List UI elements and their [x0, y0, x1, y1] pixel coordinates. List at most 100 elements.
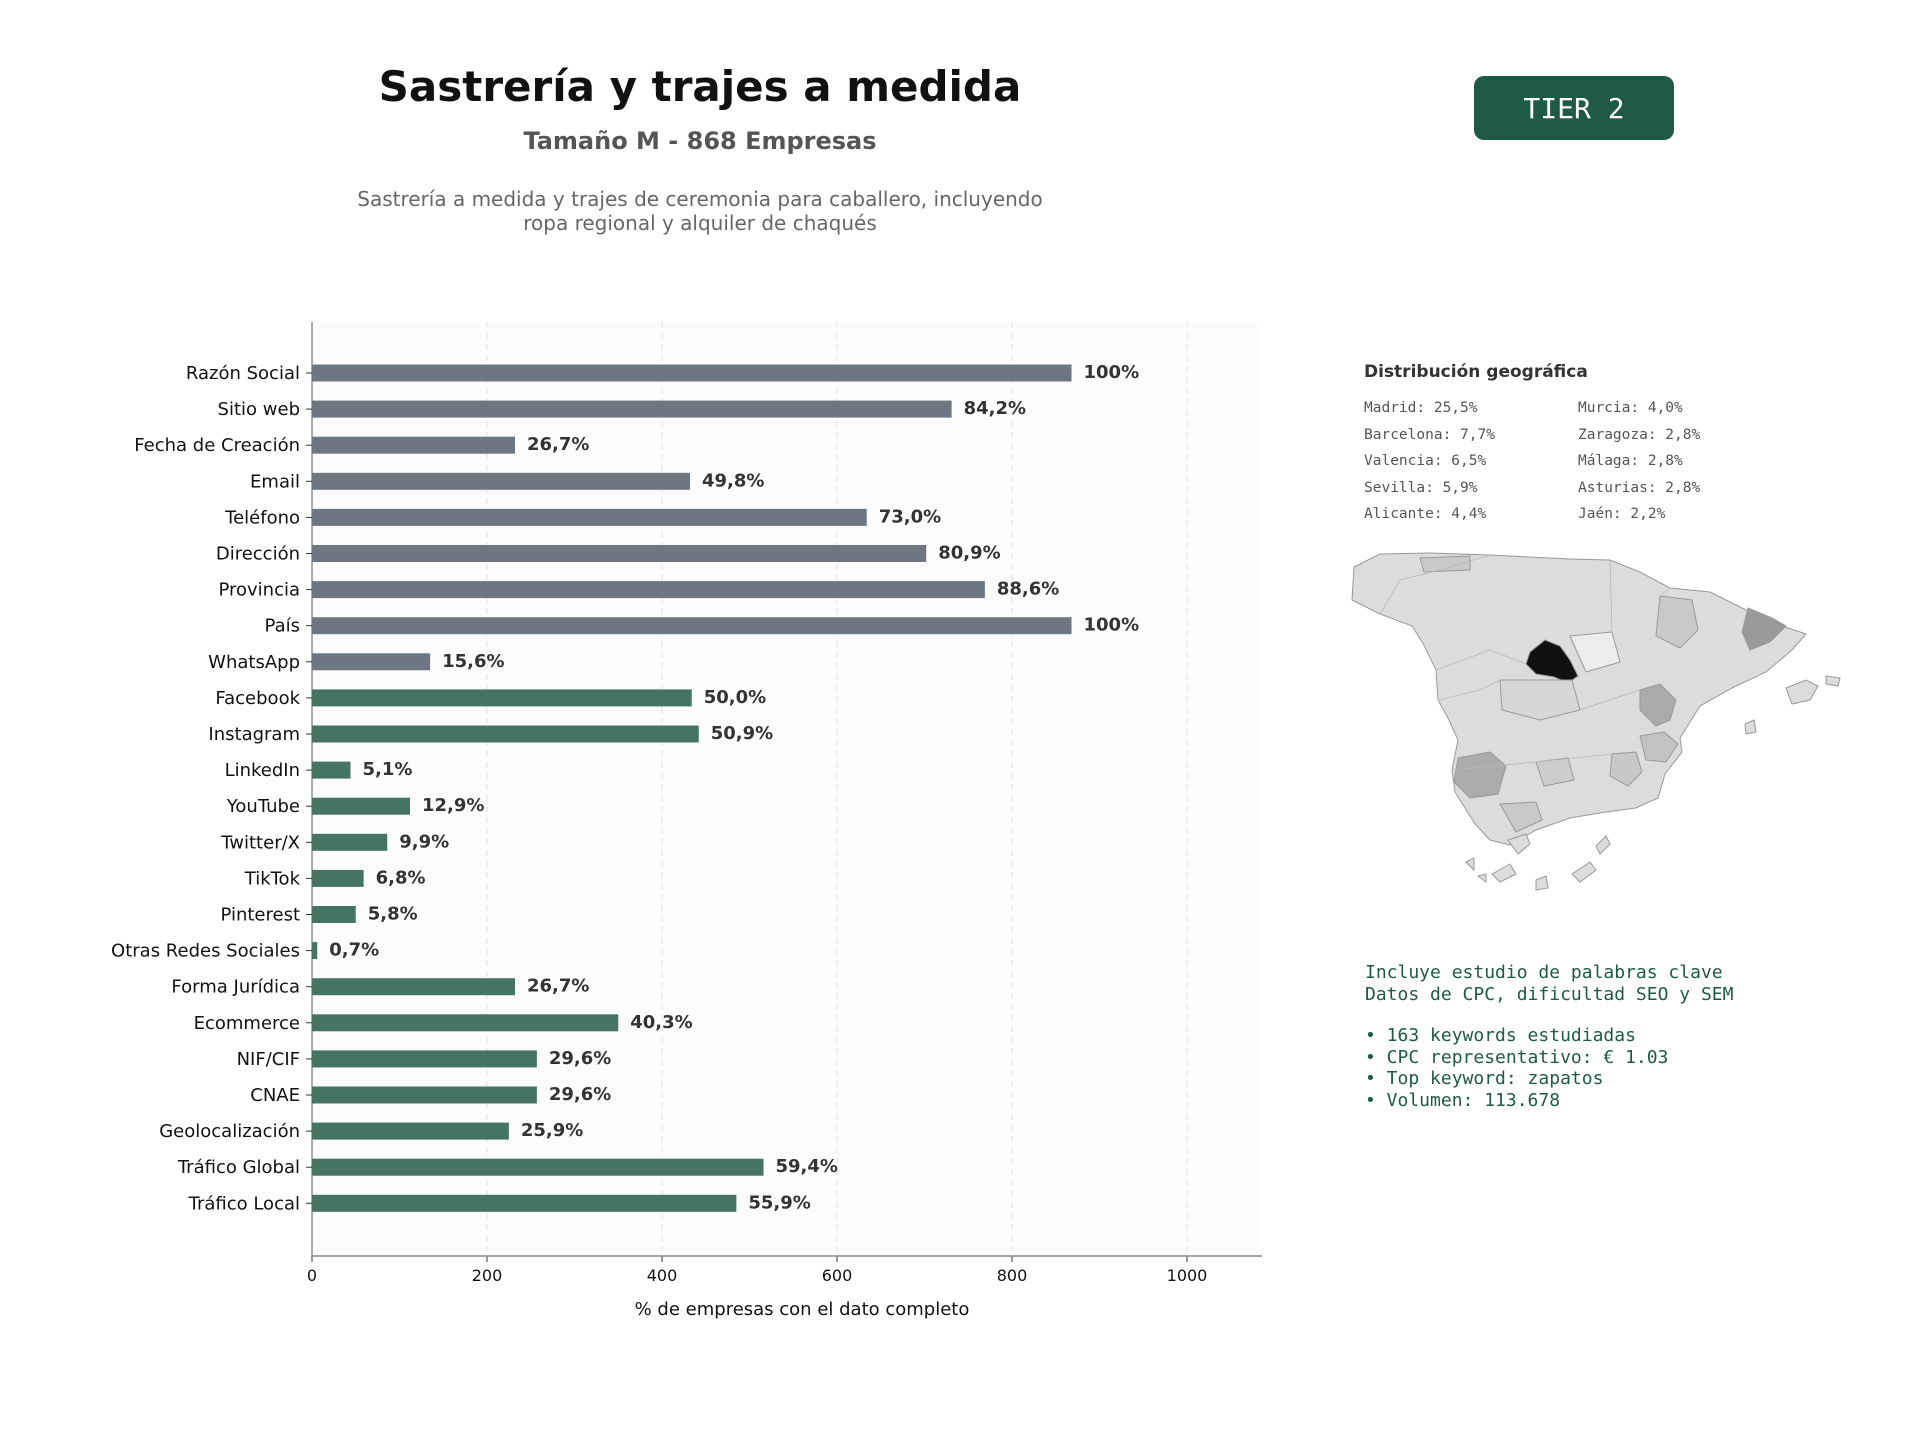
- data-label: 0,7%: [329, 940, 379, 961]
- bar: [312, 472, 690, 490]
- data-label: 100%: [1084, 362, 1140, 383]
- map-mainland: [1351, 552, 1807, 846]
- bar: [312, 617, 1072, 635]
- data-label: 5,1%: [363, 759, 413, 780]
- geo-item: Sevilla: 5,9%: [1364, 479, 1478, 496]
- data-label: 25,9%: [521, 1120, 583, 1141]
- description-line-1: Sastrería a medida y trajes de ceremonia…: [357, 187, 1043, 211]
- map-region-valencia: [1639, 683, 1677, 727]
- bar: [312, 978, 515, 996]
- bar: [312, 1158, 764, 1176]
- keywords-bullet: • 163 keywords estudiadas: [1365, 1025, 1636, 1046]
- map-region-barcelona: [1741, 607, 1787, 651]
- category-label: Razón Social: [186, 363, 300, 384]
- keywords-bullet: • Top keyword: zapatos: [1365, 1068, 1604, 1089]
- bar: [312, 1122, 509, 1140]
- category-label: CNAE: [250, 1085, 300, 1106]
- geo-item: Zaragoza: 2,8%: [1578, 426, 1701, 443]
- category-label: Geolocalización: [159, 1121, 300, 1142]
- geo-item: Asturias: 2,8%: [1578, 479, 1701, 496]
- geo-item: Murcia: 4,0%: [1578, 400, 1683, 416]
- bar: [312, 725, 699, 743]
- map-region-murcia: [1609, 751, 1643, 787]
- bar: [312, 1194, 737, 1212]
- bar-chart: 0 200 400 600 800 1000 Razón Social 100% Sitio w…: [111, 322, 1262, 1320]
- data-label: 50,9%: [711, 723, 773, 744]
- data-label: 12,9%: [422, 795, 484, 816]
- bar: [312, 508, 867, 526]
- map-region-zaragoza: [1655, 595, 1699, 649]
- plot-background: [312, 322, 1262, 1256]
- category-label: YouTube: [226, 796, 300, 817]
- keywords-line-2: Datos de CPC, dificultad SEO y SEM: [1365, 983, 1734, 1005]
- data-label: 50,0%: [704, 687, 766, 708]
- bar: [312, 653, 431, 671]
- map-region-jaen: [1535, 757, 1575, 787]
- map-canary-6: [1571, 861, 1597, 883]
- category-label: TikTok: [244, 868, 301, 889]
- keywords-bullet: • CPC representativo: € 1.03: [1365, 1046, 1669, 1068]
- geo-item: Madrid: 25,5%: [1364, 400, 1478, 416]
- bar: [312, 869, 364, 887]
- category-label: Email: [250, 471, 300, 492]
- bar: [312, 545, 927, 562]
- map-balearic-ibiza: [1744, 719, 1757, 735]
- map-region-asturias: [1419, 555, 1471, 573]
- tier-badge: TIER 2: [1474, 76, 1674, 140]
- keywords-panel: Incluye estudio de palabras clave Datos …: [1365, 962, 1733, 1111]
- map-balearic-menorca: [1825, 675, 1841, 687]
- category-label: Fecha de Creación: [134, 435, 300, 456]
- x-tick-label: 1000: [1167, 1266, 1208, 1285]
- category-label: NIF/CIF: [237, 1049, 300, 1070]
- x-tick-label: 0: [307, 1266, 317, 1285]
- data-label: 15,6%: [442, 651, 504, 672]
- spain-map: [1351, 552, 1841, 891]
- category-label: Twitter/X: [220, 832, 300, 853]
- description-line-2: ropa regional y alquiler de chaqués: [523, 211, 877, 235]
- map-canary-3: [1476, 873, 1487, 883]
- geo-title: Distribución geográfica: [1364, 362, 1588, 382]
- data-label: 40,3%: [630, 1012, 692, 1033]
- bar: [312, 364, 1072, 382]
- data-label: 6,8%: [376, 867, 426, 888]
- map-region-malaga: [1499, 801, 1543, 833]
- geo-item: Valencia: 6,5%: [1364, 453, 1487, 469]
- category-label: WhatsApp: [208, 652, 300, 673]
- data-label: 9,9%: [399, 831, 449, 852]
- map-region-madrid: [1525, 639, 1579, 684]
- x-axis-label: % de empresas con el dato completo: [635, 1299, 970, 1320]
- data-label: 55,9%: [748, 1192, 810, 1213]
- geo-item: Málaga: 2,8%: [1578, 453, 1683, 469]
- bar: [312, 761, 351, 779]
- data-label: 80,9%: [938, 543, 1000, 564]
- x-tick-label: 800: [997, 1266, 1028, 1285]
- category-label: Sitio web: [218, 399, 300, 420]
- page-title: Sastrería y trajes a medida: [378, 62, 1022, 111]
- bar: [312, 400, 952, 418]
- bar: [312, 1086, 537, 1104]
- bar: [312, 436, 515, 454]
- keywords-bullet: • Volumen: 113.678: [1365, 1089, 1561, 1111]
- bar: [312, 1050, 537, 1068]
- data-label: 29,6%: [549, 1084, 611, 1105]
- geo-item: Jaén: 2,2%: [1578, 506, 1666, 522]
- category-label: Ecommerce: [194, 1013, 300, 1034]
- bar: [312, 797, 410, 815]
- map-canary-4: [1491, 863, 1517, 883]
- category-label: Provincia: [218, 580, 300, 601]
- map-canary-1: [1507, 833, 1531, 855]
- page-description: Sastrería a medida y trajes de ceremonia…: [300, 187, 1100, 235]
- bar: [312, 942, 318, 960]
- bar: [312, 581, 985, 599]
- bar: [312, 1014, 619, 1032]
- map-canary-7: [1595, 835, 1611, 855]
- data-label: 29,6%: [549, 1048, 611, 1069]
- data-label: 49,8%: [702, 470, 764, 491]
- x-tick-label: 600: [822, 1266, 853, 1285]
- category-label: Forma Jurídica: [171, 977, 300, 998]
- page-subtitle: Tamaño M - 868 Empresas: [523, 127, 877, 155]
- data-label: 59,4%: [776, 1156, 838, 1177]
- data-label: 5,8%: [368, 904, 418, 925]
- x-tick-label: 400: [647, 1266, 678, 1285]
- geo-item: Alicante: 4,4%: [1364, 506, 1487, 522]
